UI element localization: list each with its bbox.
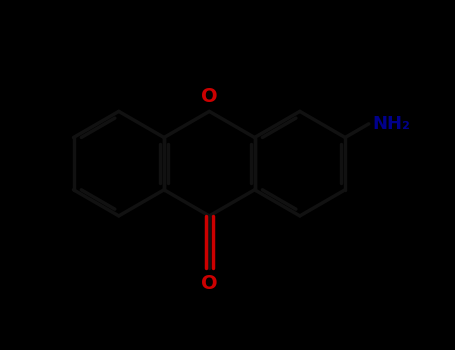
- Text: O: O: [201, 87, 217, 106]
- Text: NH₂: NH₂: [372, 115, 410, 133]
- Text: O: O: [201, 274, 217, 293]
